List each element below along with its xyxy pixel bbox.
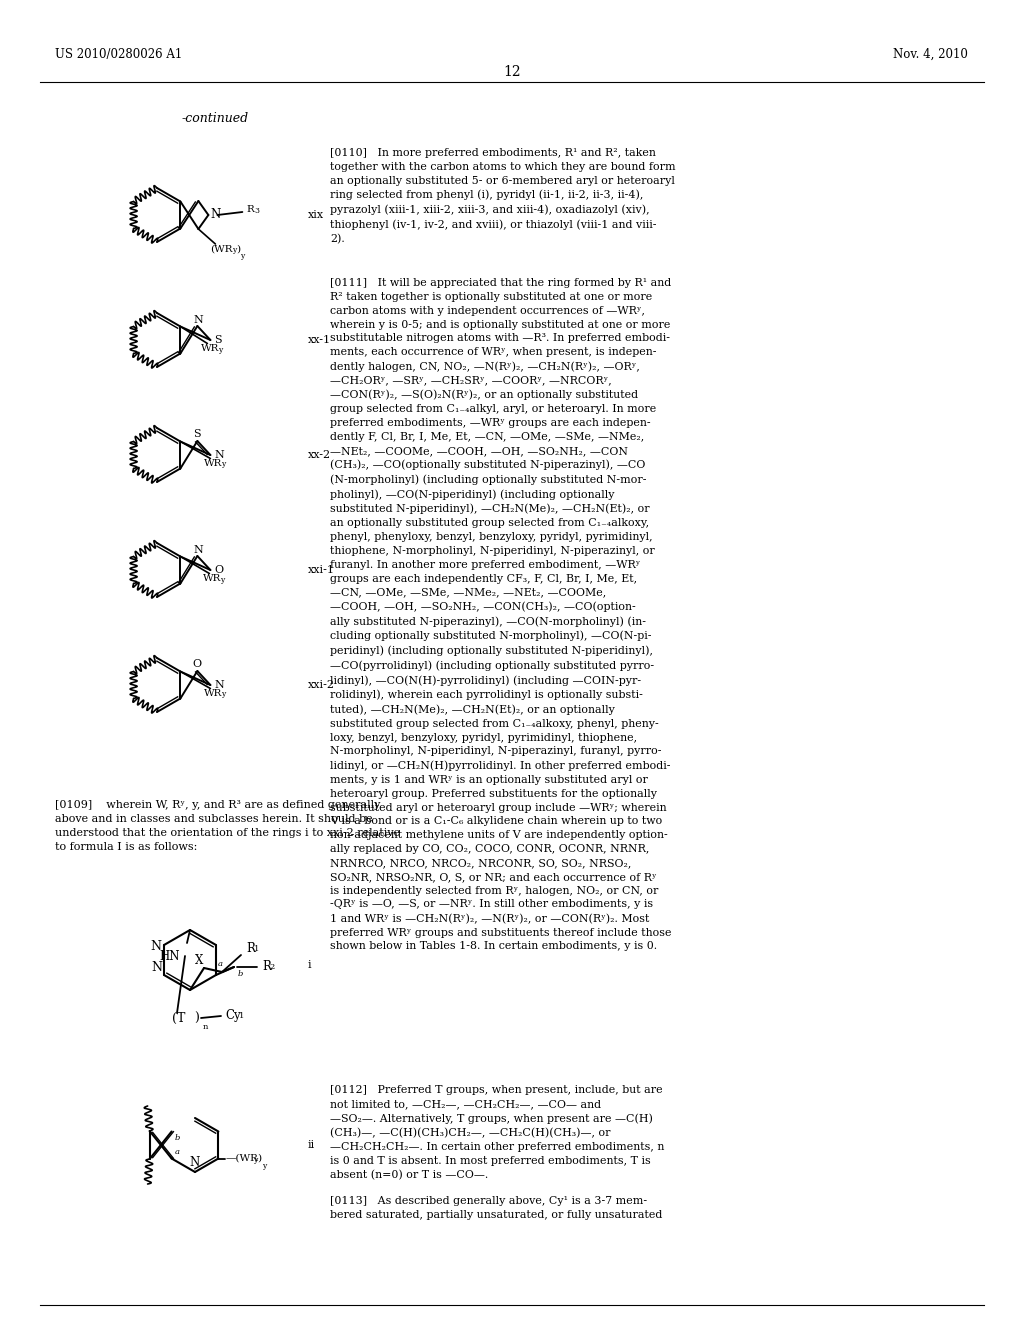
Text: y: y bbox=[241, 252, 245, 260]
Text: i: i bbox=[308, 960, 311, 970]
Text: y: y bbox=[253, 1155, 258, 1163]
Text: [0113]   As described generally above, Cy¹ is a 3-7 mem-
bered saturated, partia: [0113] As described generally above, Cy¹… bbox=[330, 1196, 663, 1220]
Text: y: y bbox=[232, 246, 237, 253]
Text: (WR: (WR bbox=[210, 244, 232, 253]
Text: a: a bbox=[217, 960, 222, 968]
Text: xix: xix bbox=[308, 210, 325, 220]
Text: O: O bbox=[214, 565, 223, 576]
Text: [0110]   In more preferred embodiments, R¹ and R², taken
together with the carbo: [0110] In more preferred embodiments, R¹… bbox=[330, 148, 676, 244]
Text: R: R bbox=[262, 961, 271, 974]
Text: (T: (T bbox=[172, 1011, 185, 1024]
Text: R: R bbox=[247, 206, 254, 214]
Text: y: y bbox=[221, 690, 225, 698]
Text: N: N bbox=[151, 940, 161, 953]
Text: WR: WR bbox=[205, 459, 223, 469]
Text: N: N bbox=[194, 315, 203, 325]
Text: xx-2: xx-2 bbox=[308, 450, 331, 459]
Text: 1: 1 bbox=[254, 945, 259, 953]
Text: O: O bbox=[193, 659, 202, 669]
Text: WR: WR bbox=[204, 574, 222, 583]
Text: xxi-2: xxi-2 bbox=[308, 680, 335, 690]
Text: xxi-1: xxi-1 bbox=[308, 565, 335, 576]
Text: b: b bbox=[238, 970, 244, 978]
Text: ): ) bbox=[195, 1011, 200, 1024]
Text: 1: 1 bbox=[239, 1012, 245, 1020]
Text: 2: 2 bbox=[270, 964, 275, 972]
Text: Cy: Cy bbox=[225, 1010, 241, 1023]
Text: US 2010/0280026 A1: US 2010/0280026 A1 bbox=[55, 48, 182, 61]
Text: —(WR: —(WR bbox=[225, 1154, 258, 1163]
Text: y: y bbox=[220, 576, 224, 583]
Text: -continued: -continued bbox=[181, 112, 249, 125]
Text: xx-1: xx-1 bbox=[308, 335, 331, 345]
Text: [0111]   It will be appreciated that the ring formed by R¹ and
R² taken together: [0111] It will be appreciated that the r… bbox=[330, 279, 672, 952]
Text: [0109]    wherein W, Rʸ, y, and R³ are as defined generally
above and in classes: [0109] wherein W, Rʸ, y, and R³ are as d… bbox=[55, 800, 400, 851]
Text: ): ) bbox=[257, 1154, 261, 1163]
Text: N: N bbox=[194, 545, 203, 554]
Text: [0112]   Preferred T groups, when present, include, but are
not limited to, —CH₂: [0112] Preferred T groups, when present,… bbox=[330, 1085, 665, 1180]
Text: N: N bbox=[151, 961, 162, 974]
Text: WR: WR bbox=[205, 689, 223, 698]
Text: y: y bbox=[221, 461, 225, 469]
Text: WR: WR bbox=[202, 345, 220, 352]
Text: S: S bbox=[214, 335, 222, 345]
Text: ): ) bbox=[237, 244, 241, 253]
Text: N: N bbox=[210, 209, 220, 222]
Text: n: n bbox=[203, 1023, 208, 1031]
Text: Nov. 4, 2010: Nov. 4, 2010 bbox=[893, 48, 968, 61]
Text: b: b bbox=[175, 1134, 180, 1143]
Text: N: N bbox=[214, 680, 224, 690]
Text: HN: HN bbox=[160, 950, 180, 964]
Text: a: a bbox=[175, 1147, 179, 1155]
Text: y: y bbox=[218, 346, 222, 354]
Text: y: y bbox=[262, 1162, 266, 1170]
Text: N: N bbox=[189, 1156, 200, 1170]
Text: X: X bbox=[195, 954, 203, 968]
Text: 12: 12 bbox=[503, 65, 521, 79]
Text: S: S bbox=[194, 429, 201, 440]
Text: N: N bbox=[214, 450, 224, 459]
Text: ii: ii bbox=[308, 1140, 315, 1150]
Text: R: R bbox=[246, 942, 255, 956]
Text: 3: 3 bbox=[254, 207, 259, 215]
